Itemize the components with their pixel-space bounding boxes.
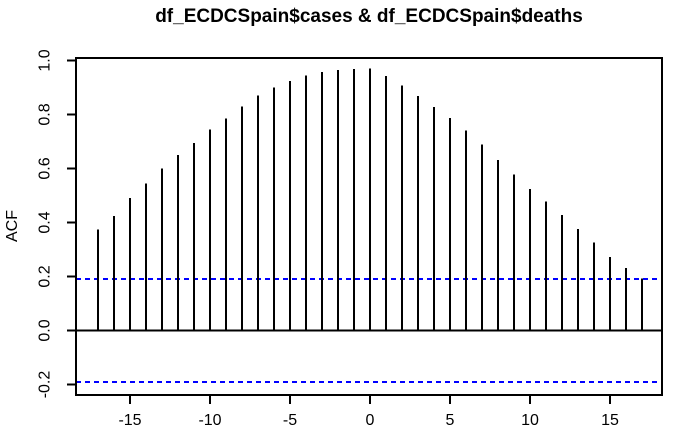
y-axis-label: ACF <box>4 210 21 242</box>
x-tick-label: 15 <box>601 412 619 429</box>
x-tick-label: 5 <box>446 412 455 429</box>
x-tick-label: -15 <box>118 412 141 429</box>
y-tick-label: 0.2 <box>37 265 54 287</box>
y-tick-label: 0.6 <box>37 157 54 179</box>
y-tick-label: 1.0 <box>37 49 54 71</box>
y-tick-label: 0.4 <box>37 211 54 233</box>
y-tick-label: 0.8 <box>37 103 54 125</box>
x-tick-label: -5 <box>283 412 297 429</box>
plot-elements: -15 -10 -5 0 5 10 15 -0.2 0.0 0.2 0.4 0.6 0.8 1.0 <box>37 49 663 429</box>
y-tick-label: 0.0 <box>37 319 54 341</box>
y-tick-label: -0.2 <box>37 371 54 399</box>
x-tick-label: 0 <box>366 412 375 429</box>
x-tick-label: -10 <box>198 412 221 429</box>
plot-title: df_ECDCSpain$cases & df_ECDCSpain$deaths <box>155 6 583 27</box>
x-tick-label: 10 <box>521 412 539 429</box>
